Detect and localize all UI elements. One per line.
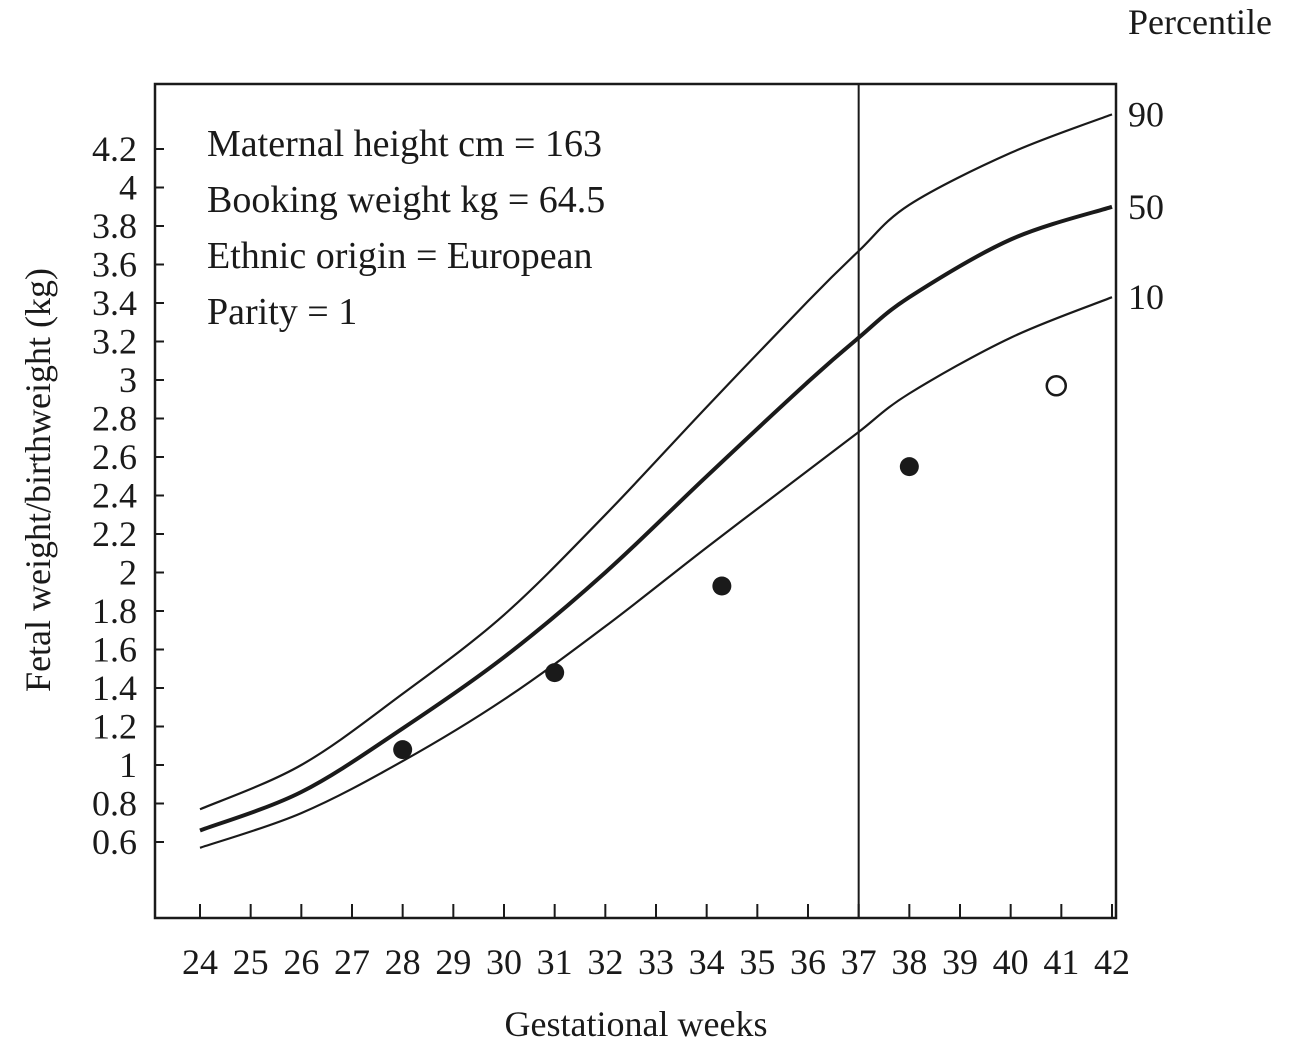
- y-tick-label: 3.4: [92, 283, 137, 323]
- percentile-labels: 90 50 10: [1128, 94, 1164, 317]
- x-tick-label: 41: [1043, 942, 1079, 982]
- x-tick-label: 39: [942, 942, 978, 982]
- y-tick-label: 1: [119, 745, 137, 785]
- y-tick-label: 2.4: [92, 476, 137, 516]
- x-tick-label: 29: [435, 942, 471, 982]
- x-tick-label: 30: [486, 942, 522, 982]
- y-tick-label: 3.6: [92, 245, 137, 285]
- measurement-points: [393, 375, 1068, 760]
- y-tick-label: 2.8: [92, 399, 137, 439]
- x-tick-label: 38: [891, 942, 927, 982]
- percentile-10-line: [199, 296, 1113, 849]
- filled-data-point: [393, 740, 413, 760]
- x-tick-label: 42: [1094, 942, 1130, 982]
- x-axis-label: Gestational weeks: [505, 1004, 768, 1044]
- annotation-line: Ethnic origin = European: [207, 235, 593, 277]
- x-tick-label: 37: [841, 942, 877, 982]
- filled-data-point: [545, 663, 565, 683]
- y-tick-label: 4: [119, 168, 137, 208]
- annotation-line: Booking weight kg = 64.5: [207, 179, 605, 221]
- y-tick-label: 3: [119, 360, 137, 400]
- x-tick-label: 35: [739, 942, 775, 982]
- annotation-line: Maternal height cm = 163: [207, 123, 602, 165]
- percentile-curves: [199, 113, 1113, 849]
- y-axis: 0.60.811.21.41.61.822.22.42.62.833.23.43…: [92, 129, 164, 862]
- x-tick-label: 24: [182, 942, 218, 982]
- y-tick-label: 3.8: [92, 206, 137, 246]
- annotation-line: Parity = 1: [207, 291, 357, 333]
- y-tick-label: 1.4: [92, 668, 137, 708]
- x-tick-label: 28: [385, 942, 421, 982]
- y-tick-label: 1.6: [92, 630, 137, 670]
- percentile-50-line: [199, 204, 1113, 833]
- y-tick-label: 2: [119, 553, 137, 593]
- maternal-info: Maternal height cm = 163 Booking weight k…: [207, 123, 605, 333]
- right-axis-title: Percentile: [1128, 2, 1272, 42]
- percentile-50-label: 50: [1128, 187, 1164, 227]
- y-tick-label: 2.6: [92, 437, 137, 477]
- y-tick-label: 0.6: [92, 822, 137, 862]
- x-tick-label: 40: [993, 942, 1029, 982]
- plot-frame: [153, 82, 1118, 920]
- percentile-90-label: 90: [1128, 94, 1164, 134]
- x-tick-label: 32: [587, 942, 623, 982]
- open-data-point: [1045, 375, 1068, 397]
- x-tick-label: 31: [537, 942, 573, 982]
- x-tick-label: 26: [283, 942, 319, 982]
- x-tick-label: 36: [790, 942, 826, 982]
- y-tick-label: 3.2: [92, 322, 137, 362]
- x-tick-label: 27: [334, 942, 370, 982]
- y-tick-label: 1.8: [92, 591, 137, 631]
- x-axis: 24 25 26 27 28 29 30 31 32 33 34 35 36 37 38 39 40 41 42: [182, 904, 1130, 982]
- x-tick-label: 34: [689, 942, 725, 982]
- x-tick-label: 25: [233, 942, 269, 982]
- x-tick-label: 33: [638, 942, 674, 982]
- filled-data-point: [712, 576, 732, 596]
- filled-data-point: [899, 457, 919, 477]
- percentile-90-line: [199, 113, 1113, 811]
- y-tick-label: 2.2: [92, 514, 137, 554]
- y-tick-label: 1.2: [92, 707, 137, 747]
- y-axis-label: Fetal weight/birthweight (kg): [18, 268, 58, 692]
- y-tick-label: 0.8: [92, 784, 137, 824]
- y-tick-label: 4.2: [92, 129, 137, 169]
- percentile-10-label: 10: [1128, 277, 1164, 317]
